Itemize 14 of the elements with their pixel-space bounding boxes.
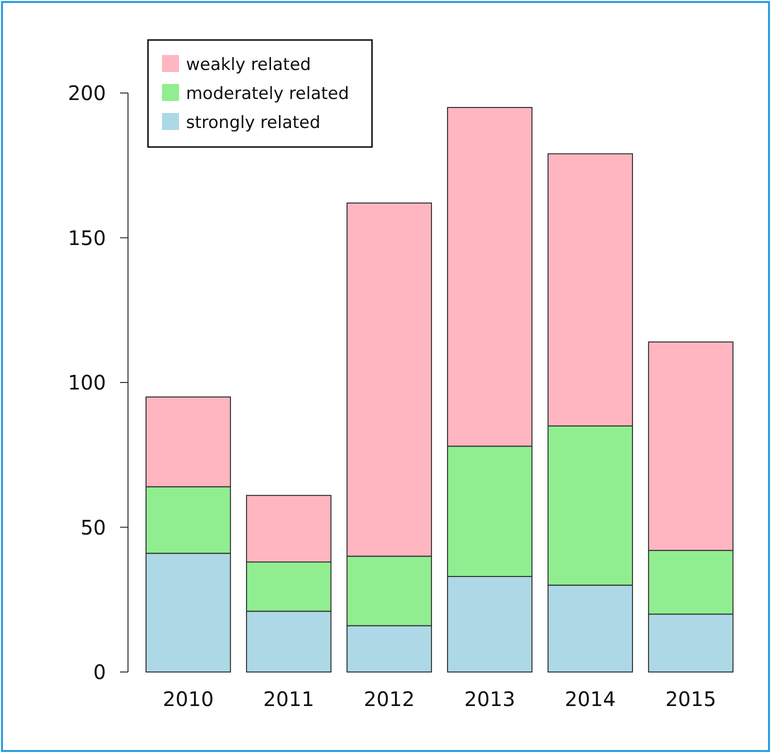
legend-label: weakly related (186, 54, 311, 75)
x-tick-label: 2011 (263, 687, 314, 711)
y-tick-label: 50 (80, 515, 106, 540)
y-tick-label: 100 (68, 370, 106, 394)
x-tick-label: 2013 (464, 687, 516, 711)
x-tick-label: 2012 (364, 687, 415, 711)
x-tick-label: 2010 (162, 687, 214, 711)
legend-label: strongly related (186, 112, 320, 133)
x-tick-label: 2014 (564, 687, 616, 711)
x-tick-label: 2015 (665, 687, 716, 711)
y-tick-label: 200 (68, 81, 106, 105)
y-tick-label: 0 (93, 660, 106, 684)
legend-label: moderately related (186, 84, 350, 104)
y-tick-label: 150 (68, 226, 106, 250)
